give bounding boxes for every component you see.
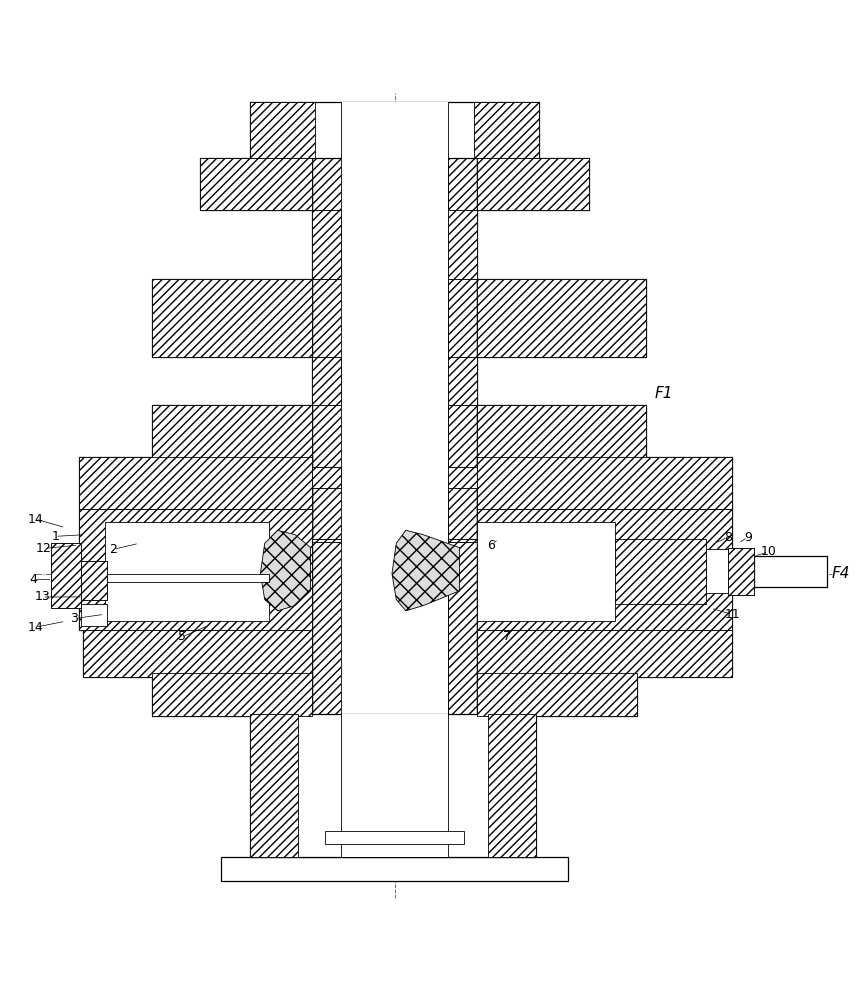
Bar: [250, 714, 536, 857]
Bar: [616, 539, 706, 604]
Bar: [79, 509, 312, 630]
Bar: [448, 102, 477, 855]
Bar: [341, 714, 448, 857]
Text: 5: 5: [179, 630, 186, 643]
Bar: [477, 522, 616, 621]
Bar: [312, 210, 341, 279]
Bar: [477, 457, 732, 509]
Bar: [477, 488, 646, 542]
Bar: [448, 210, 477, 279]
Bar: [474, 102, 539, 158]
Text: F2: F2: [655, 490, 673, 505]
Bar: [477, 279, 646, 357]
Bar: [250, 102, 315, 158]
Text: 14: 14: [28, 513, 43, 526]
Bar: [153, 405, 312, 467]
Text: F4: F4: [831, 566, 851, 581]
Bar: [477, 488, 646, 542]
Bar: [81, 604, 108, 626]
Bar: [250, 102, 539, 158]
Bar: [448, 539, 477, 542]
Bar: [477, 279, 646, 357]
Bar: [312, 102, 341, 855]
Bar: [153, 488, 312, 542]
Bar: [51, 543, 81, 608]
Bar: [221, 857, 568, 881]
Bar: [250, 714, 297, 857]
Bar: [448, 210, 477, 279]
Bar: [448, 539, 477, 542]
Bar: [477, 509, 732, 630]
Text: F3: F3: [655, 566, 673, 581]
Text: 4: 4: [29, 573, 37, 586]
Bar: [153, 673, 312, 716]
Bar: [199, 158, 312, 210]
Bar: [477, 158, 590, 210]
Bar: [448, 357, 477, 405]
Text: F1: F1: [655, 386, 673, 401]
Polygon shape: [260, 530, 310, 611]
Bar: [312, 357, 341, 405]
Text: 1: 1: [51, 530, 59, 543]
Bar: [153, 405, 312, 467]
Bar: [477, 673, 637, 716]
Bar: [312, 539, 341, 542]
Bar: [312, 539, 341, 542]
Bar: [153, 279, 312, 357]
Bar: [706, 549, 727, 593]
Text: 13: 13: [35, 590, 50, 603]
Bar: [81, 561, 108, 600]
Bar: [79, 509, 312, 630]
Bar: [477, 457, 732, 509]
Bar: [616, 539, 706, 604]
Text: 7: 7: [503, 630, 511, 643]
Bar: [312, 357, 341, 405]
Bar: [51, 543, 81, 608]
Bar: [312, 467, 341, 488]
Bar: [83, 630, 312, 677]
Bar: [312, 467, 341, 488]
Text: 14: 14: [28, 621, 43, 634]
Bar: [312, 210, 341, 279]
Text: 6: 6: [487, 539, 495, 552]
Bar: [81, 561, 108, 600]
Text: 8: 8: [724, 531, 732, 544]
Bar: [341, 102, 448, 158]
Bar: [448, 357, 477, 405]
Bar: [325, 831, 464, 844]
Bar: [477, 509, 732, 630]
Bar: [51, 574, 269, 582]
Bar: [477, 630, 732, 677]
Bar: [727, 548, 753, 595]
Text: 10: 10: [760, 545, 777, 558]
Bar: [79, 457, 312, 509]
Text: 2: 2: [109, 543, 117, 556]
Bar: [153, 279, 312, 357]
Bar: [341, 102, 448, 855]
Bar: [341, 158, 448, 210]
Bar: [153, 488, 312, 542]
Bar: [753, 556, 827, 587]
Bar: [199, 158, 312, 210]
Bar: [488, 714, 536, 857]
Bar: [79, 457, 312, 509]
Bar: [727, 548, 753, 595]
Bar: [477, 158, 590, 210]
Bar: [448, 467, 477, 488]
Bar: [153, 673, 312, 716]
Bar: [477, 673, 637, 716]
Bar: [83, 630, 312, 677]
Bar: [105, 522, 269, 621]
Polygon shape: [392, 530, 460, 611]
Text: 12: 12: [36, 542, 52, 555]
Bar: [477, 405, 646, 467]
Bar: [477, 405, 646, 467]
Bar: [448, 467, 477, 488]
Bar: [477, 630, 732, 677]
Text: 9: 9: [744, 531, 752, 544]
Text: 11: 11: [724, 608, 740, 621]
Text: 3: 3: [70, 612, 78, 625]
